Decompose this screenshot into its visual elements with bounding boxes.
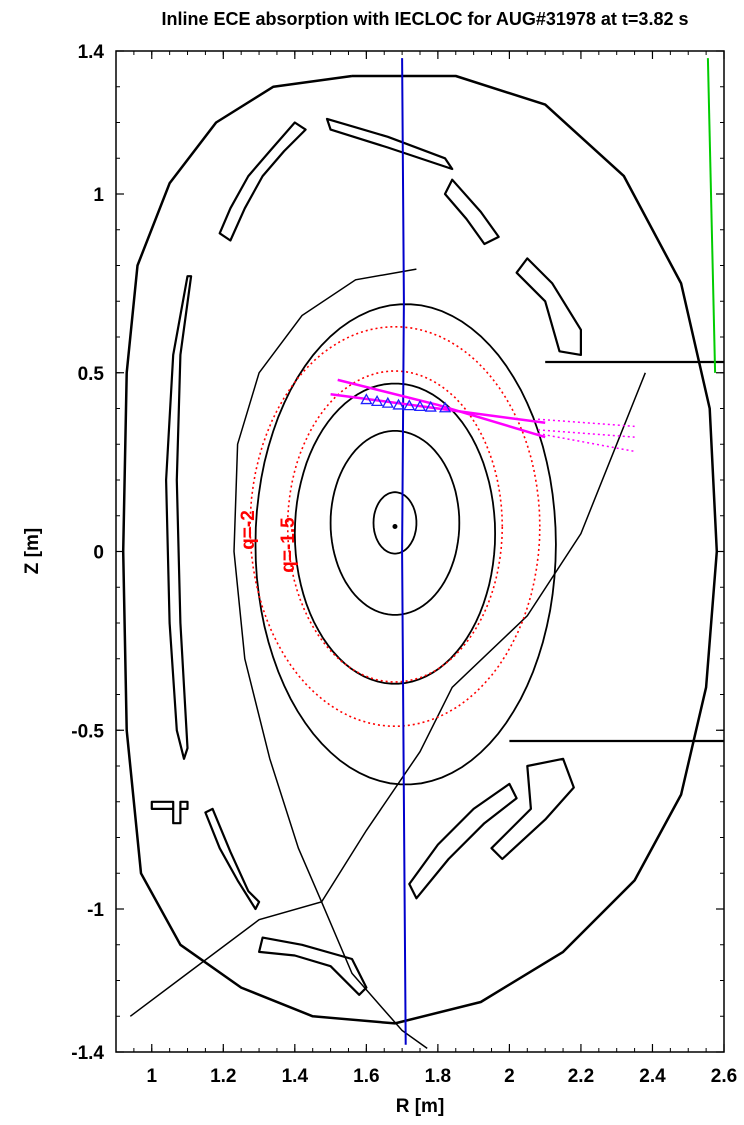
y-tick-label-6: -1.4 bbox=[71, 1043, 104, 1064]
ece-beam-0 bbox=[330, 392, 546, 425]
absorption-marker-5 bbox=[413, 400, 427, 412]
y-tick-label-1: 1 bbox=[93, 185, 104, 206]
ece-beam-2 bbox=[537, 418, 635, 428]
plot-area: q=-2 q=-1.5 bbox=[121, 58, 724, 1050]
absorption-marker-0 bbox=[360, 393, 373, 405]
absorption-marker-3 bbox=[392, 398, 405, 410]
x-axis-label: R [m] bbox=[396, 1096, 445, 1117]
ece-los-line bbox=[401, 58, 407, 1045]
ece-beam-4 bbox=[537, 432, 635, 453]
ece-beam-1 bbox=[337, 378, 546, 439]
vessel-wall bbox=[121, 74, 719, 1025]
x-tick-label-4: 1.8 bbox=[425, 1066, 451, 1087]
x-tick-label-1: 1.2 bbox=[210, 1066, 236, 1087]
y-tick-label-5: -1 bbox=[87, 900, 104, 921]
q-surface-1 bbox=[249, 325, 541, 728]
y-tick-label-3: 0 bbox=[93, 543, 104, 564]
y-tick-label-2: 0.5 bbox=[78, 364, 105, 385]
x-tick-label-8: 2.6 bbox=[711, 1066, 737, 1087]
plot-frame bbox=[115, 50, 725, 1053]
structure-lower-divertor-4 bbox=[490, 757, 575, 861]
flux-surface-3 bbox=[254, 303, 557, 786]
axis-ticks: 1 1.2 1.4 1.6 1.8 2 2.2 2.4 2.6 1.4 1 0.5 0 -0.5 -1 -1.… bbox=[71, 42, 737, 1087]
absorption-marker-4 bbox=[403, 399, 416, 411]
chart-title: Inline ECE absorption with IECLOC for AU… bbox=[162, 9, 689, 29]
structure-lower-divertor-1 bbox=[204, 807, 261, 911]
structure-t-support bbox=[150, 800, 189, 825]
structure-lower-divertor-3 bbox=[408, 782, 518, 900]
green-line bbox=[706, 58, 717, 373]
absorption-marker-1 bbox=[370, 395, 384, 407]
structure-inner-wall bbox=[165, 275, 193, 760]
structure-lower-divertor-2 bbox=[258, 936, 368, 996]
flux-surface-0 bbox=[372, 491, 418, 555]
flux-surface-1 bbox=[329, 429, 461, 616]
x-tick-label-7: 2.4 bbox=[639, 1066, 666, 1087]
y-tick-label-4: -0.5 bbox=[71, 721, 104, 742]
x-tick-label-6: 2.2 bbox=[568, 1066, 594, 1087]
absorption-marker-6 bbox=[424, 400, 437, 412]
x-tick-label-5: 2 bbox=[504, 1066, 515, 1087]
q-label-0: q=-2 bbox=[238, 510, 259, 550]
separatrix bbox=[233, 268, 428, 1050]
y-tick-label-0: 1.4 bbox=[78, 42, 105, 63]
ece-beam-3 bbox=[537, 429, 635, 438]
structure-upper-tiles-2 bbox=[325, 117, 454, 171]
structure-upper-tiles-3 bbox=[443, 178, 500, 246]
q-label-1: q=-1.5 bbox=[278, 517, 299, 573]
x-tick-label-3: 1.6 bbox=[353, 1066, 379, 1087]
structure-upper-tiles-1 bbox=[218, 121, 307, 242]
x-tick-label-2: 1.4 bbox=[282, 1066, 309, 1087]
x-tick-label-0: 1 bbox=[146, 1066, 157, 1087]
separatrix-leg bbox=[129, 372, 646, 1017]
q-surface-0 bbox=[286, 370, 504, 683]
y-axis-label: Z [m] bbox=[22, 528, 43, 574]
magnetic-axis bbox=[392, 523, 398, 529]
absorption-marker-2 bbox=[381, 396, 394, 408]
structure-upper-tiles-4 bbox=[515, 257, 583, 356]
flux-surface-2 bbox=[293, 382, 497, 685]
absorption-marker-7 bbox=[438, 401, 452, 413]
